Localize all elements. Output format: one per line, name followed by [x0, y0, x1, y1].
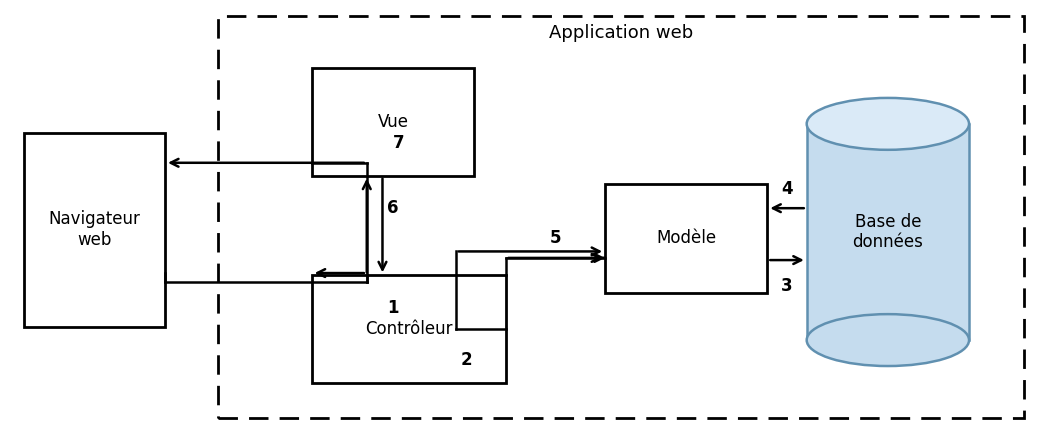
Text: Contrôleur: Contrôleur	[365, 320, 453, 338]
Text: 5: 5	[550, 230, 561, 247]
Text: 6: 6	[388, 199, 399, 217]
Text: 3: 3	[781, 277, 793, 295]
Text: 7: 7	[393, 134, 404, 152]
FancyBboxPatch shape	[807, 124, 969, 340]
FancyBboxPatch shape	[312, 67, 474, 176]
Ellipse shape	[807, 314, 969, 366]
Text: Vue: Vue	[377, 113, 409, 131]
FancyBboxPatch shape	[24, 133, 165, 327]
FancyBboxPatch shape	[605, 184, 768, 293]
Text: 4: 4	[781, 180, 793, 198]
Text: Navigateur
web: Navigateur web	[48, 210, 140, 249]
Text: Modèle: Modèle	[656, 230, 716, 247]
FancyBboxPatch shape	[312, 275, 505, 383]
Text: 1: 1	[388, 299, 399, 317]
Text: 2: 2	[460, 350, 472, 368]
Text: Application web: Application web	[549, 24, 693, 42]
Text: Base de
données: Base de données	[853, 212, 923, 251]
Ellipse shape	[807, 98, 969, 150]
